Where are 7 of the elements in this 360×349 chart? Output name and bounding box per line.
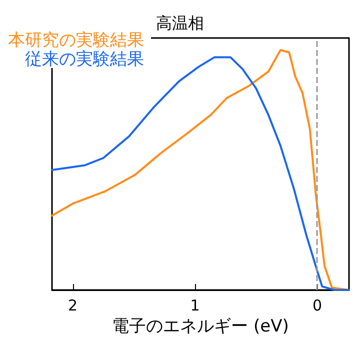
chart-title: 高温相 xyxy=(156,14,204,32)
series-label: 従来の実験結果 xyxy=(25,50,144,70)
x-axis-title: 電子のエネルギー (eV) xyxy=(112,316,289,336)
x-tick-label: 2 xyxy=(68,296,78,314)
x-tick-label: 0 xyxy=(312,296,322,314)
text: 本研究の実験結果 xyxy=(8,30,144,50)
x-tick-label: 1 xyxy=(190,296,200,314)
